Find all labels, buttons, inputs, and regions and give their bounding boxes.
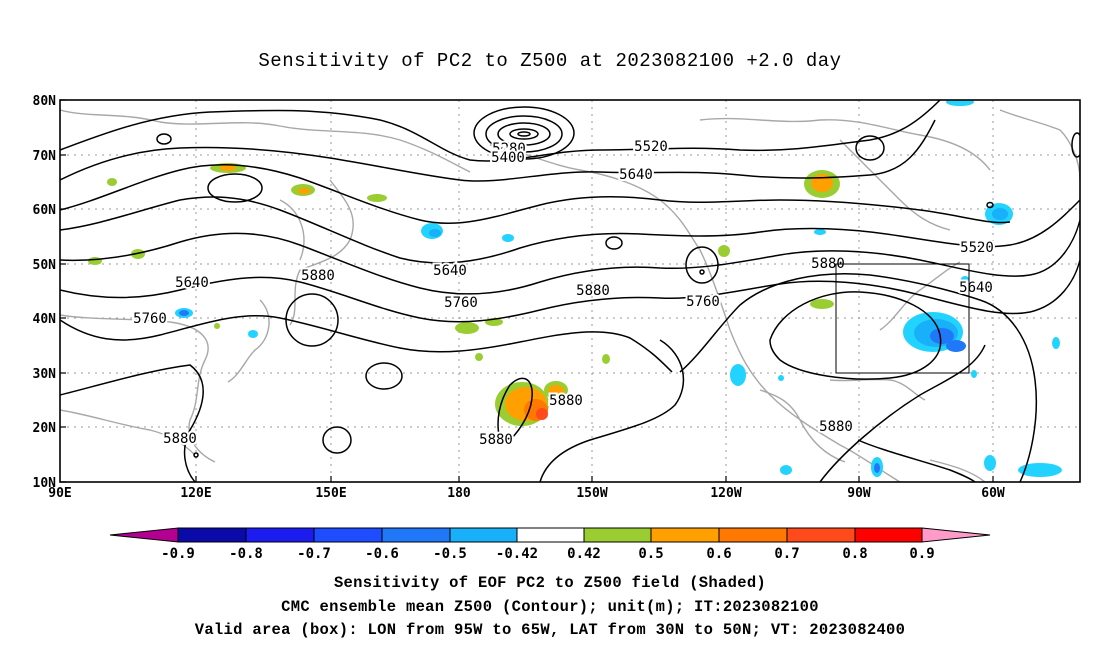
lon-label: 60W (981, 486, 1005, 501)
lat-label: 40N (33, 312, 57, 327)
longitude-labels: 90E 120E 150E 180 150W 120W 90W 60W (48, 486, 1005, 501)
colorbar-tick: -0.9 (161, 546, 195, 562)
z500-contours (60, 100, 1080, 482)
lat-label: 50N (33, 258, 57, 273)
colorbar-segment (313, 527, 383, 543)
lon-label: 120W (710, 486, 741, 501)
lat-label: 80N (33, 94, 57, 109)
contour-label: 5520 (634, 139, 668, 155)
contour-label: 5760 (444, 295, 478, 311)
axis-ticks (60, 99, 994, 483)
caption-valid-area: Valid area (box): LON from 95W to 65W, L… (194, 621, 906, 639)
colorbar-segment (650, 527, 720, 543)
latitude-labels: 80N 70N 60N 50N 40N 30N 20N 10N (33, 94, 57, 491)
colorbar-tick: 0.6 (706, 546, 731, 562)
colorbar-tick: 0.42 (567, 546, 601, 562)
contour-label: 5520 (960, 240, 994, 256)
colorbar-tick: 0.7 (774, 546, 799, 562)
colorbar-high-triangle (921, 527, 991, 543)
valid-area-box (835, 263, 970, 374)
lat-label: 20N (33, 421, 57, 436)
contour-label: 5880 (819, 419, 853, 435)
colorbar-segment (516, 527, 585, 543)
contour-label: 5760 (133, 311, 167, 327)
lon-label: 90W (847, 486, 871, 501)
colorbar-tick: 0.8 (842, 546, 867, 562)
contour-label: 5880 (163, 431, 197, 447)
colorbar-segment (854, 527, 923, 543)
lon-label: 150E (315, 486, 346, 501)
colorbar-segment (177, 527, 247, 543)
contour-label: 5640 (959, 280, 993, 296)
colorbar-tick: 0.9 (909, 546, 934, 562)
lat-label: 30N (33, 367, 57, 382)
contour-label: 5640 (619, 167, 653, 183)
contour-label: 5640 (433, 263, 467, 279)
colorbar-segment (245, 527, 315, 543)
colorbar-segment (718, 527, 788, 543)
lat-label: 60N (33, 203, 57, 218)
contour-label: 5400 (491, 150, 525, 166)
colorbar (109, 527, 991, 543)
caption-contour: CMC ensemble mean Z500 (Contour); unit(m… (281, 598, 819, 616)
colorbar-tick: -0.8 (229, 546, 263, 562)
colorbar-segment (786, 527, 856, 543)
contour-label: 5880 (549, 393, 583, 409)
lon-label: 120E (180, 486, 211, 501)
map-title: Sensitivity of PC2 to Z500 at 2023082100… (258, 50, 842, 72)
colorbar-segment (449, 527, 518, 543)
map-plot-area: 5280 5400 5520 5640 5520 5640 5880 5640 … (60, 100, 1080, 482)
graticule (60, 100, 1080, 482)
colorbar-tick: 0.5 (638, 546, 663, 562)
contour-label: 5880 (576, 283, 610, 299)
caption-shading: Sensitivity of EOF PC2 to Z500 field (Sh… (333, 574, 767, 592)
lon-label: 180 (447, 486, 471, 501)
colorbar-low-triangle (109, 527, 179, 543)
lat-label: 70N (33, 149, 57, 164)
lat-label: 10N (33, 476, 57, 491)
colorbar-segment (583, 527, 652, 543)
colorbar-tick: -0.6 (365, 546, 399, 562)
coastlines (60, 109, 1080, 482)
contour-label-group: 5280 5400 5520 5640 5520 5640 5880 5640 … (131, 137, 996, 450)
contour-label: 5880 (479, 432, 513, 448)
contour-label: 5280 (492, 141, 526, 157)
map-frame (59, 99, 1081, 483)
colorbar-ticks: -0.9 -0.8 -0.7 -0.6 -0.5 -0.42 0.42 0.5 … (161, 546, 935, 562)
colorbar-segment (381, 527, 451, 543)
contour-label: 5760 (686, 294, 720, 310)
colorbar-tick: -0.42 (496, 546, 538, 562)
lon-label: 150W (576, 486, 607, 501)
contour-label: 5880 (301, 268, 335, 284)
sensitivity-shading (88, 100, 1062, 477)
contour-label: 5640 (175, 275, 209, 291)
colorbar-tick: -0.7 (297, 546, 331, 562)
colorbar-tick: -0.5 (433, 546, 467, 562)
lon-label: 90E (48, 486, 71, 501)
